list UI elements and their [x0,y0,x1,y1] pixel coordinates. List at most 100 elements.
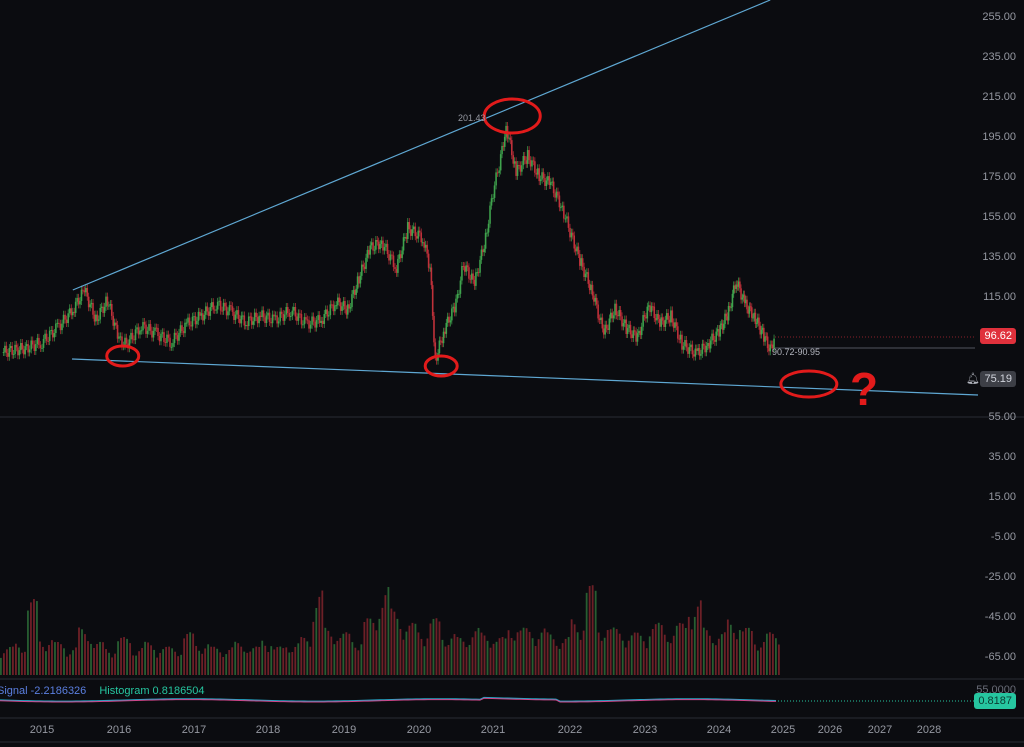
candle-body [187,317,189,323]
volume-bar [351,642,354,675]
volume-bar [618,633,621,675]
candle-body [584,273,587,277]
candle-body [280,311,283,314]
volume-bar [147,642,149,675]
volume-bar [762,641,765,675]
volume-bar [180,654,183,675]
volume-bar [621,640,624,675]
volume-bar [60,644,62,675]
volume-bar [756,650,759,675]
candle-body [363,266,366,269]
candle-body [11,345,13,355]
volume-bar [579,639,582,675]
x-tick-label: 2018 [255,724,281,736]
candle-body [155,327,158,329]
volume-bar [732,632,735,675]
candle-body [137,327,140,335]
candle-body [591,284,594,296]
candle-body [766,336,769,349]
bell-icon[interactable]: 🔔︎ [966,373,980,385]
candle-body [152,330,155,338]
candle-body [25,344,28,347]
candle-body [128,339,131,349]
candle-body [529,160,532,167]
volume-bar [327,630,330,675]
volume-bar [360,644,363,675]
volume-bar [168,646,171,675]
volume-bar [531,638,534,675]
volume-bar [84,634,86,675]
candle-body [375,240,377,250]
candle-body [306,319,309,321]
volume-bar [684,627,687,675]
candle-body [39,345,42,348]
volume-bar [210,646,213,675]
candle-body [431,285,434,316]
volume-bar [447,644,450,675]
candle-body [228,305,231,312]
candle-body [459,280,462,294]
candle-body [557,191,559,196]
candle-body [490,198,493,206]
candle-body [74,301,77,313]
candle-body [737,281,740,287]
volume-bar [528,631,531,675]
macd-value-tag: 0.8187 [974,693,1016,709]
candle-body [472,273,474,280]
candle-body [345,309,348,315]
candle-body [172,343,174,347]
candle-body [470,273,473,280]
candle-body [324,309,327,315]
candle-body [693,354,695,357]
volume-bar [165,646,168,675]
volume-bar [615,629,618,675]
candle-body [12,353,15,355]
volume-bar [252,648,255,675]
volume-bar [510,638,513,675]
candle-body [286,307,289,313]
volume-bar [654,624,657,675]
x-tick-label: 2021 [480,724,506,736]
candle-body [586,272,588,274]
candle-body [518,165,520,167]
volume-bar [444,646,447,675]
volume-bar [114,653,116,675]
volume-bar [778,644,780,675]
volume-bar [663,634,666,675]
candle-body [642,315,644,327]
volume-bar [153,649,155,675]
candle-body [545,180,548,186]
volume-bar [399,628,402,675]
candle-body [609,312,612,319]
volume-bar [105,649,107,675]
volume-bar [6,649,8,675]
volume-bar [354,647,357,675]
candle-body [614,303,616,316]
candle-body [427,253,430,268]
candle-body [175,332,177,336]
candle-body [753,312,755,318]
volume-bar [159,652,162,675]
candle-body [769,344,771,352]
candle-body [727,306,730,321]
alert-price-tag[interactable]: 75.19 [980,371,1016,387]
candle-body [659,318,661,327]
candle-body [576,246,578,252]
candle-body [358,276,360,284]
volume-bar [471,637,474,675]
candle-body [581,258,584,267]
candle-body [167,334,170,338]
volume-bar [507,630,510,675]
candle-body [534,161,536,173]
candle-body [199,311,201,316]
candle-body [761,327,764,330]
candle-body [678,338,681,340]
candle-body [657,313,660,319]
candle-body [451,308,453,321]
volume-bar [585,592,588,675]
volume-bar [138,651,140,675]
candle-body [112,315,115,326]
candle-body [667,313,669,320]
candle-body [118,336,120,339]
